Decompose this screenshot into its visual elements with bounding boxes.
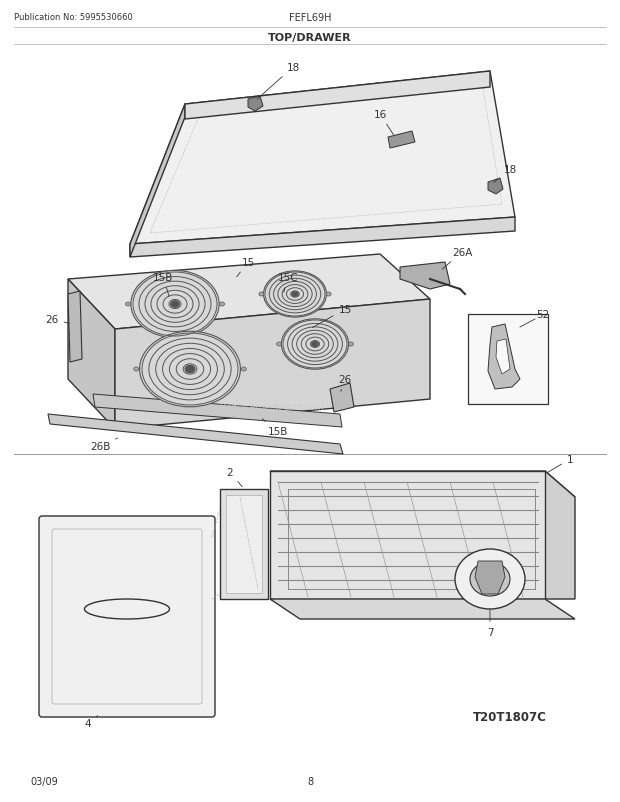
Polygon shape: [220, 489, 268, 599]
Text: 15B: 15B: [153, 273, 173, 297]
Polygon shape: [545, 472, 575, 599]
Polygon shape: [475, 561, 505, 594]
Polygon shape: [68, 255, 430, 330]
Polygon shape: [93, 395, 342, 427]
Polygon shape: [400, 263, 450, 290]
Ellipse shape: [134, 367, 139, 371]
Polygon shape: [270, 599, 575, 619]
Ellipse shape: [140, 332, 241, 407]
Polygon shape: [488, 325, 520, 390]
Polygon shape: [248, 97, 263, 111]
Ellipse shape: [125, 302, 130, 306]
Polygon shape: [185, 72, 490, 119]
FancyBboxPatch shape: [39, 516, 215, 717]
Text: T20T1807C: T20T1807C: [473, 711, 547, 723]
Text: 2: 2: [227, 468, 242, 488]
Text: 4: 4: [85, 715, 98, 728]
Ellipse shape: [259, 293, 264, 297]
Text: 18: 18: [494, 164, 516, 183]
Ellipse shape: [455, 549, 525, 610]
Text: FEFL69H: FEFL69H: [289, 13, 331, 23]
Text: 15: 15: [312, 305, 352, 328]
Text: 15C: 15C: [278, 273, 298, 293]
Text: 03/09: 03/09: [30, 776, 58, 786]
Text: TOP/DRAWER: TOP/DRAWER: [268, 33, 352, 43]
Ellipse shape: [131, 271, 219, 338]
Ellipse shape: [348, 342, 353, 346]
Polygon shape: [68, 280, 115, 429]
Text: 1: 1: [547, 455, 574, 473]
Text: 8: 8: [307, 776, 313, 786]
Polygon shape: [48, 415, 343, 455]
Polygon shape: [130, 72, 515, 245]
Polygon shape: [130, 105, 185, 257]
Ellipse shape: [292, 293, 298, 297]
Ellipse shape: [470, 562, 510, 596]
Text: 18: 18: [257, 63, 299, 100]
Polygon shape: [388, 132, 415, 149]
Text: 16: 16: [373, 110, 394, 136]
FancyBboxPatch shape: [226, 496, 262, 593]
FancyBboxPatch shape: [468, 314, 548, 404]
Ellipse shape: [170, 302, 179, 308]
Text: 15: 15: [237, 257, 255, 277]
Polygon shape: [270, 472, 575, 497]
Text: 15B: 15B: [262, 419, 288, 436]
Text: 26A: 26A: [442, 248, 472, 269]
Text: 26: 26: [45, 314, 69, 325]
Text: 26: 26: [339, 375, 352, 392]
Ellipse shape: [281, 319, 348, 370]
Ellipse shape: [264, 272, 327, 318]
Text: 26B: 26B: [90, 439, 117, 452]
Polygon shape: [115, 300, 430, 429]
Ellipse shape: [312, 342, 318, 347]
Ellipse shape: [185, 366, 195, 373]
Ellipse shape: [241, 367, 246, 371]
Polygon shape: [68, 292, 82, 363]
Polygon shape: [330, 383, 354, 412]
Polygon shape: [270, 472, 545, 599]
Ellipse shape: [326, 293, 331, 297]
Text: 7: 7: [487, 610, 494, 638]
Text: eReplacementParts.com: eReplacementParts.com: [215, 403, 325, 412]
Text: Publication No: 5995530660: Publication No: 5995530660: [14, 14, 133, 22]
Ellipse shape: [277, 342, 281, 346]
Polygon shape: [496, 339, 510, 375]
Ellipse shape: [219, 302, 224, 306]
Text: 52: 52: [536, 310, 549, 320]
Polygon shape: [130, 217, 515, 257]
Polygon shape: [488, 179, 503, 195]
